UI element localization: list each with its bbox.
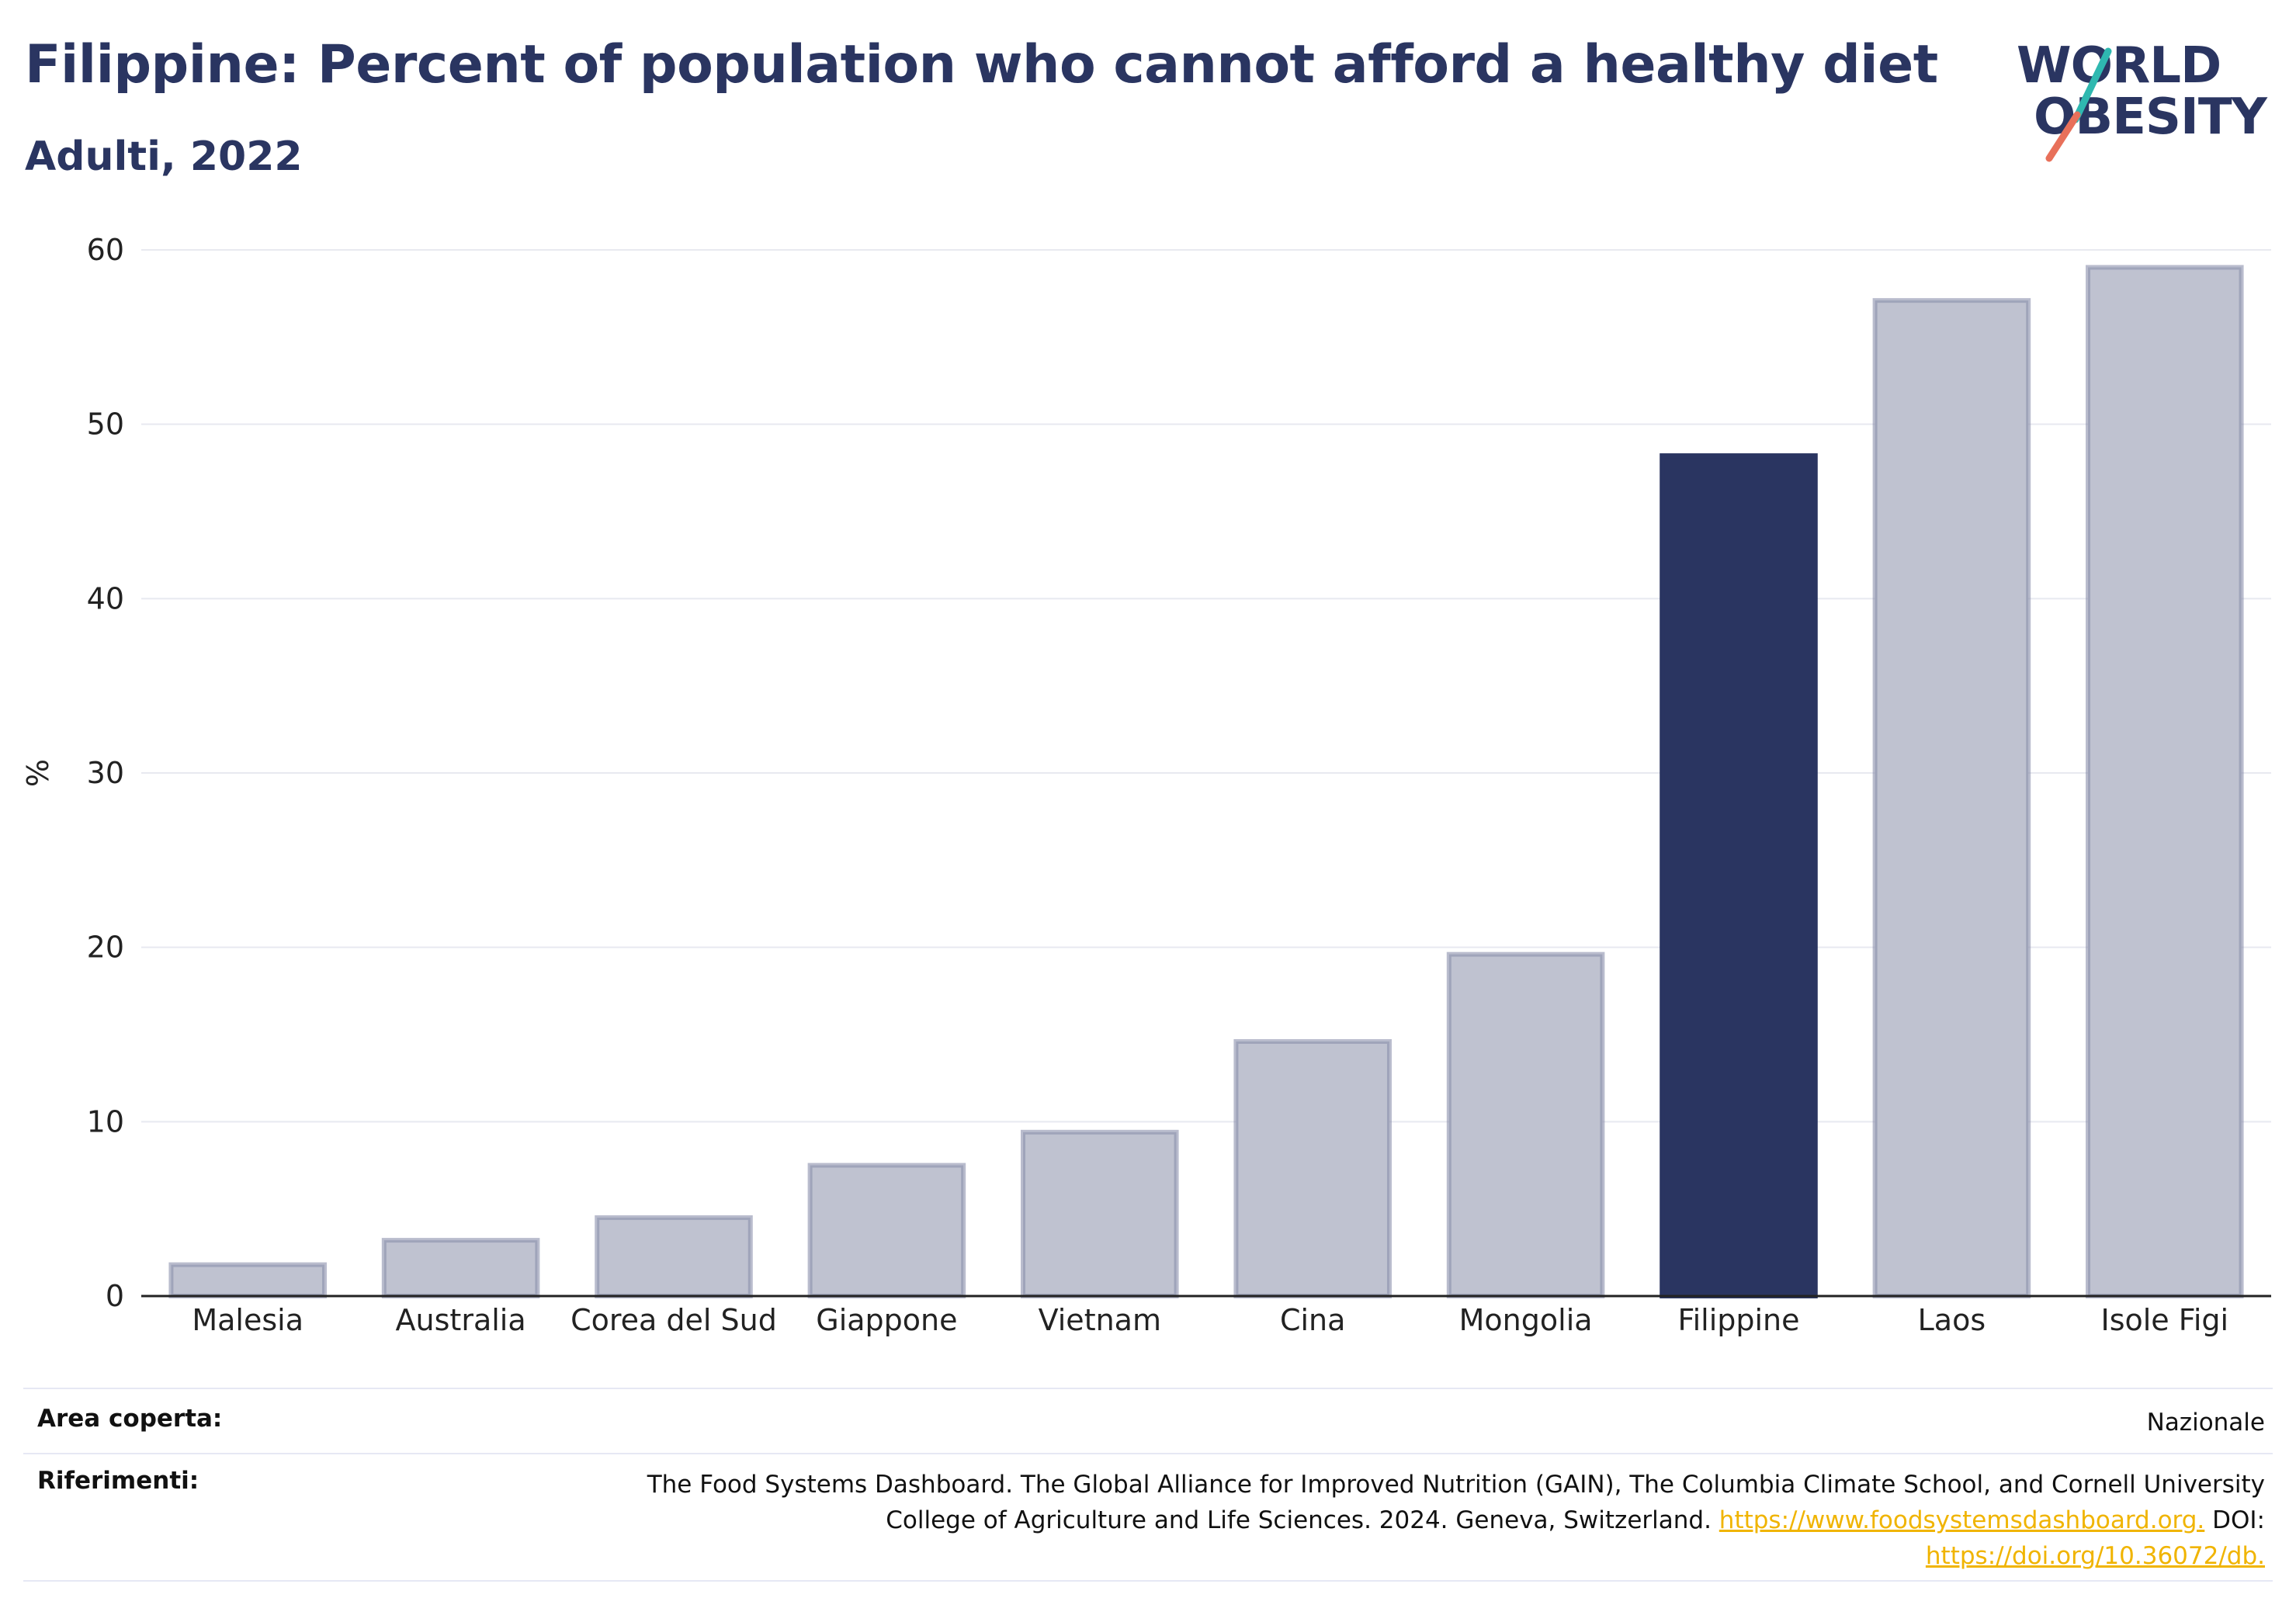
- references-line-3: https://doi.org/10.36072/db.: [647, 1538, 2265, 1574]
- references-text-2: College of Agriculture and Life Sciences…: [886, 1506, 1712, 1534]
- logo-slash-icon: [2045, 47, 2112, 162]
- x-tick-label: Isole Figi: [2100, 1303, 2228, 1337]
- bars: [168, 265, 2244, 1299]
- x-tick-label: Australia: [396, 1303, 526, 1337]
- chart-title: Filippine: Percent of population who can…: [25, 34, 1938, 95]
- x-tick-label: Filippine: [1677, 1303, 1799, 1337]
- y-tick-label: 10: [87, 1104, 124, 1139]
- bar-isole-figi[interactable]: [2086, 265, 2244, 1298]
- y-tick-label: 60: [87, 233, 124, 267]
- doi-label: DOI:: [2212, 1506, 2265, 1534]
- references-line-1: The Food Systems Dashboard. The Global A…: [647, 1471, 2265, 1499]
- y-tick-label: 0: [106, 1279, 124, 1313]
- y-tick-labels: 0 10 20 30 40 50 60: [87, 233, 124, 1313]
- foodsystems-link[interactable]: https://www.foodsystemsdashboard.org.: [1719, 1506, 2205, 1534]
- x-tick-label: Laos: [1918, 1303, 1986, 1337]
- bar-giappone[interactable]: [807, 1163, 966, 1298]
- x-tick-label: Vietnam: [1039, 1303, 1161, 1337]
- x-tick-label: Corea del Sud: [571, 1303, 777, 1337]
- bar-laos[interactable]: [1872, 298, 2031, 1299]
- bar-cina[interactable]: [1233, 1038, 1392, 1299]
- world-obesity-logo: WORLD OBESITY: [2017, 28, 2273, 168]
- bar-filippine[interactable]: [1660, 453, 1818, 1298]
- footer-rule-top: [23, 1388, 2273, 1389]
- doi-link[interactable]: https://doi.org/10.36072/db.: [1925, 1542, 2265, 1570]
- bar-chart: 0 10 20 30 40 50 60 Malesia Australia Corea del …: [21, 233, 2271, 1337]
- x-tick-label: Mongolia: [1459, 1303, 1593, 1337]
- bar-malesia[interactable]: [168, 1262, 327, 1299]
- y-tick-label: 30: [87, 756, 124, 790]
- bar-corea-del-sud[interactable]: [595, 1215, 753, 1299]
- logo-slash-coral: [2045, 111, 2081, 162]
- x-tick-label: Cina: [1280, 1303, 1345, 1337]
- footer-rule-bottom: [23, 1580, 2273, 1582]
- footer-rule-mid: [23, 1453, 2273, 1454]
- y-axis-title: %: [21, 759, 55, 787]
- bar-australia[interactable]: [381, 1238, 540, 1299]
- x-tick-label: Giappone: [816, 1303, 957, 1337]
- references-label: Riferimenti:: [37, 1467, 199, 1495]
- area-label: Area coperta:: [37, 1405, 223, 1433]
- y-tick-label: 20: [87, 931, 124, 965]
- area-row: Area coperta: Nazionale: [23, 1405, 2273, 1451]
- references-value: The Food Systems Dashboard. The Global A…: [647, 1467, 2265, 1574]
- references-row: Riferimenti: The Food Systems Dashboard.…: [23, 1467, 2273, 1575]
- area-value: Nazionale: [2146, 1409, 2265, 1437]
- bar-mongolia[interactable]: [1446, 951, 1605, 1298]
- y-tick-label: 40: [87, 581, 124, 615]
- logo-word-world: WORLD: [2017, 37, 2221, 95]
- chart-subtitle: Adulti, 2022: [25, 133, 303, 180]
- x-tick-label: Malesia: [192, 1303, 303, 1337]
- logo-slash-teal: [2072, 47, 2112, 123]
- y-tick-label: 50: [87, 407, 124, 442]
- references-line-2: College of Agriculture and Life Sciences…: [647, 1502, 2265, 1538]
- bar-vietnam[interactable]: [1021, 1129, 1179, 1299]
- x-tick-labels: Malesia Australia Corea del Sud Giappone Vie…: [192, 1303, 2228, 1337]
